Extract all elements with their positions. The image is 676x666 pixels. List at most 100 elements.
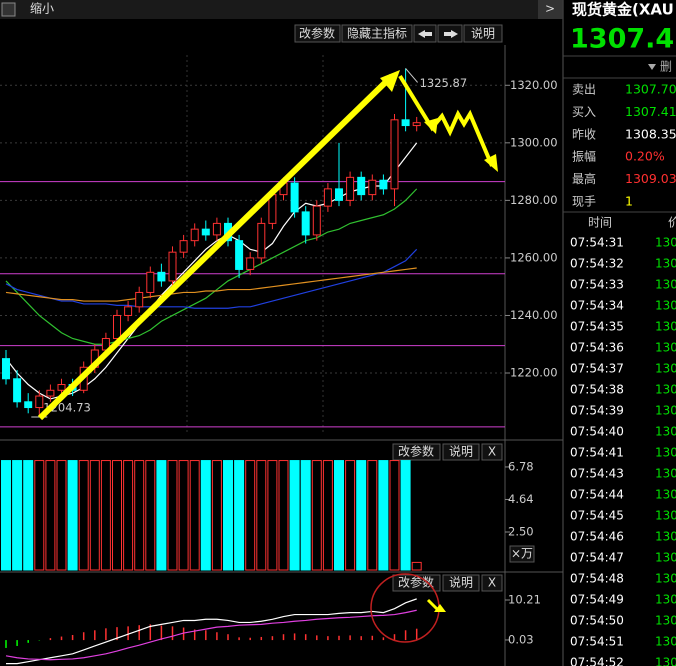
volume-bar [1, 460, 11, 571]
top-bar [0, 0, 563, 19]
arrow-head [484, 154, 498, 172]
candle-body [290, 182, 299, 213]
volume-bar [334, 460, 344, 571]
volume-bar [311, 460, 322, 571]
button[interactable] [341, 24, 413, 43]
zoom-label[interactable]: 缩小 [30, 1, 54, 16]
volume-bar [211, 460, 222, 571]
next-button[interactable] [538, 0, 562, 19]
button-label[interactable]: 隐藏主指标 [347, 26, 407, 41]
candle-body [257, 222, 266, 259]
unit-box [509, 545, 535, 563]
tick-price: 130 [655, 614, 676, 628]
volume-bar [156, 460, 167, 571]
button[interactable] [442, 574, 480, 592]
tick-price: 130 [655, 362, 676, 376]
y-tick-label: 1220.00 [510, 366, 558, 380]
button[interactable] [392, 574, 441, 592]
candle-body [246, 257, 255, 270]
tick-price: 130 [655, 257, 676, 271]
volume-bar [289, 460, 300, 571]
tick-time: 07:54:39 [570, 404, 624, 418]
candle-body [368, 179, 377, 196]
volume-bar [178, 460, 189, 571]
y-tick-label: 2.50 [508, 525, 534, 539]
button[interactable] [463, 24, 503, 43]
button-label[interactable]: 改参数 [299, 26, 335, 41]
volume-bar [12, 460, 23, 571]
candle-body [168, 251, 177, 282]
volume-bar [23, 460, 34, 571]
button-label[interactable]: X [488, 445, 496, 459]
tick-price: 130 [655, 635, 676, 649]
quote-label: 振幅 [572, 149, 596, 164]
candle-body [135, 291, 144, 308]
tick-price: 130 [655, 425, 676, 439]
unit-label: ×万 [511, 547, 533, 561]
moving-average [5, 188, 418, 345]
tick-time: 07:54:37 [570, 362, 624, 376]
button[interactable] [392, 443, 441, 461]
menu-label[interactable]: 删 [660, 60, 672, 74]
button-label[interactable]: 改参数 [398, 444, 434, 459]
quote-price: 1307.41 [570, 24, 676, 55]
volume-bar [300, 460, 311, 571]
quote-value: 1308.35 [625, 126, 676, 141]
candle-body [201, 228, 210, 236]
tick-price: 130 [655, 299, 676, 313]
button-label[interactable]: X [488, 576, 496, 590]
candle-body [357, 176, 366, 196]
volume-bar [167, 460, 178, 571]
volume-bar [45, 460, 56, 571]
dif-line [6, 598, 417, 665]
trend-arrow [37, 73, 395, 421]
volume-bar [112, 460, 122, 571]
arrow-head [434, 604, 446, 612]
button-label[interactable]: 改参数 [398, 575, 434, 590]
candle-body [346, 176, 355, 201]
tick-price: 130 [655, 593, 676, 607]
tick-time: 07:54:41 [570, 446, 624, 460]
button[interactable] [442, 443, 480, 461]
button[interactable] [481, 574, 503, 592]
volume-bar [67, 460, 78, 571]
dea-line [5, 609, 417, 661]
candle-body [312, 205, 321, 236]
quote-value: 1307.41 [625, 104, 676, 119]
volume-bar [267, 460, 278, 571]
candle-body [46, 389, 55, 397]
button-label[interactable]: 说明 [449, 575, 473, 590]
button-label[interactable]: 说明 [449, 444, 473, 459]
high-pointer [405, 68, 418, 83]
tick-price: 130 [655, 278, 676, 292]
volume-bar [223, 460, 233, 571]
volume-bar [356, 460, 367, 571]
annotations [37, 70, 498, 643]
tick-time: 07:54:44 [570, 488, 624, 502]
candle-body [157, 271, 166, 282]
candle-body [146, 271, 155, 293]
tick-price: 130 [655, 572, 676, 586]
tick-price: 130 [655, 467, 676, 481]
tick-time: 07:54:35 [570, 320, 624, 334]
candle-body [113, 314, 121, 339]
tick-time: 07:54:33 [570, 278, 624, 292]
tick-time: 07:54:45 [570, 509, 624, 523]
volume-bar [56, 460, 67, 571]
quote-label: 卖出 [572, 83, 596, 97]
button[interactable] [481, 443, 503, 461]
y-tick-label: 1320.00 [510, 78, 558, 92]
button[interactable] [294, 24, 341, 43]
menu-icon[interactable] [648, 64, 656, 70]
tick-price: 130 [655, 404, 676, 418]
volume-bar [245, 460, 256, 571]
candle-body [57, 384, 66, 391]
zoom-icon[interactable] [1, 2, 16, 17]
button-label[interactable]: 说明 [471, 26, 495, 41]
candle-body [301, 211, 310, 236]
tick-time: 07:54:43 [570, 467, 624, 481]
volume-bar [189, 460, 200, 571]
next-label[interactable]: > [545, 2, 555, 16]
candle-body [235, 240, 244, 270]
